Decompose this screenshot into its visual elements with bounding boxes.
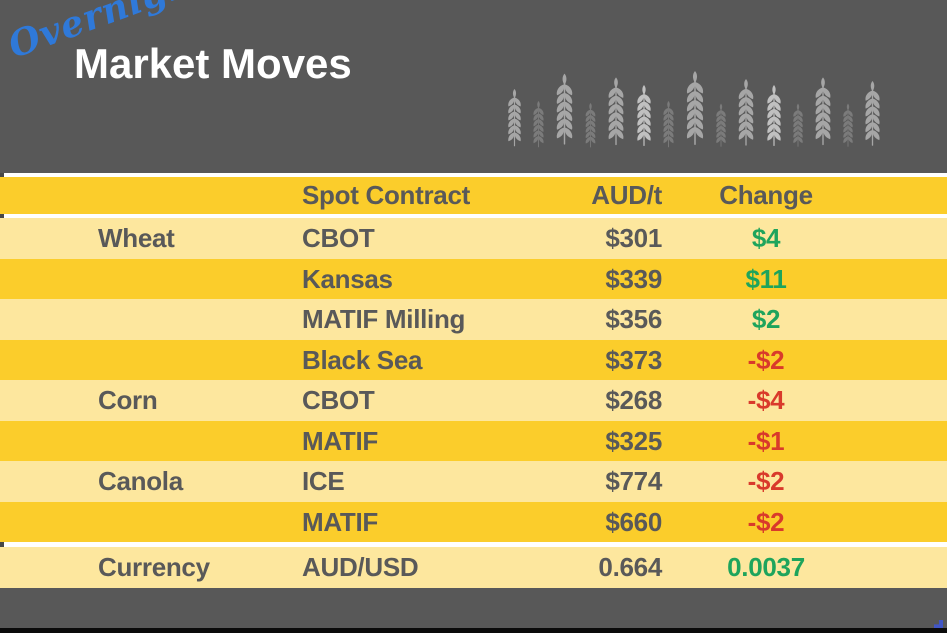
wheat-icon: [714, 103, 728, 151]
contract-cell: MATIF Milling: [302, 304, 466, 334]
commodity-cell: Wheat: [98, 223, 175, 253]
contract-cell: CBOT: [302, 223, 375, 253]
table-row: MATIF $325 -$1: [0, 421, 947, 461]
wheat-icon-row: [505, 71, 883, 151]
wheat-icon: [841, 103, 855, 151]
wheat-icon: [764, 85, 784, 151]
wheat-icon: [553, 73, 576, 151]
wheat-icon: [531, 101, 546, 151]
price-cell: $339: [605, 263, 662, 294]
price-cell: $774: [605, 466, 662, 496]
change-cell: $11: [745, 263, 787, 294]
wheat-icon: [505, 89, 524, 151]
price-cell: $356: [605, 304, 662, 334]
table-row: MATIF Milling $356 $2: [0, 299, 947, 340]
contract-cell: MATIF: [302, 425, 378, 456]
contract-cell: MATIF: [302, 506, 378, 537]
wheat-icon: [661, 101, 676, 151]
wheat-icon: [862, 81, 883, 151]
contract-cell: Black Sea: [302, 344, 423, 375]
contract-cell: Kansas: [302, 263, 393, 294]
commodity-cell: Canola: [98, 466, 183, 496]
change-cell: -$2: [747, 344, 785, 375]
wheat-icon: [583, 103, 598, 151]
wheat-icon: [605, 77, 627, 151]
contract-cell: CBOT: [302, 385, 375, 415]
row-separator: [0, 214, 947, 218]
change-cell: 0.0037: [727, 552, 805, 582]
price-cell: $660: [605, 506, 662, 537]
contract-cell: ICE: [302, 466, 345, 496]
price-cell: $325: [605, 425, 662, 456]
wheat-icon: [683, 71, 707, 151]
corner-mark: [934, 620, 943, 628]
header-band: Market Moves Overnight: [0, 0, 947, 173]
commodity-cell: Corn: [98, 385, 158, 415]
change-cell: $2: [751, 304, 781, 334]
contract-cell: AUD/USD: [302, 552, 419, 582]
change-cell: -$2: [747, 506, 785, 537]
price-cell: $268: [605, 385, 662, 415]
table-row-currency: Currency AUD/USD 0.664 0.0037: [0, 547, 947, 588]
table-header-row: Spot Contract AUD/t Change: [0, 177, 947, 214]
wheat-icon: [735, 79, 757, 151]
price-cell: $301: [605, 223, 662, 253]
bottom-bar: [0, 628, 947, 633]
wheat-icon: [812, 77, 834, 151]
table-row: MATIF $660 -$2: [0, 502, 947, 542]
wheat-icon: [791, 103, 805, 151]
row-separator: [0, 173, 947, 177]
change-cell: -$1: [747, 425, 785, 456]
price-cell: $373: [605, 344, 662, 375]
page-title: Market Moves: [74, 40, 352, 87]
table-row: Canola ICE $774 -$2: [0, 461, 947, 502]
table-row: Black Sea $373 -$2: [0, 340, 947, 380]
change-cell: -$4: [747, 385, 785, 415]
price-cell: 0.664: [598, 552, 662, 582]
wheat-icon: [634, 85, 654, 151]
aud-per-tonne-header: AUD/t: [591, 180, 662, 210]
row-separator: [0, 542, 947, 547]
table-row: Corn CBOT $268 -$4: [0, 380, 947, 421]
table-row: Wheat CBOT $301 $4: [0, 218, 947, 259]
spot-contract-header: Spot Contract: [302, 180, 470, 210]
change-cell: $4: [751, 223, 781, 253]
commodity-cell: Currency: [98, 552, 210, 582]
change-header: Change: [719, 180, 813, 210]
change-cell: -$2: [747, 466, 785, 496]
table-row: Kansas $339 $11: [0, 259, 947, 299]
